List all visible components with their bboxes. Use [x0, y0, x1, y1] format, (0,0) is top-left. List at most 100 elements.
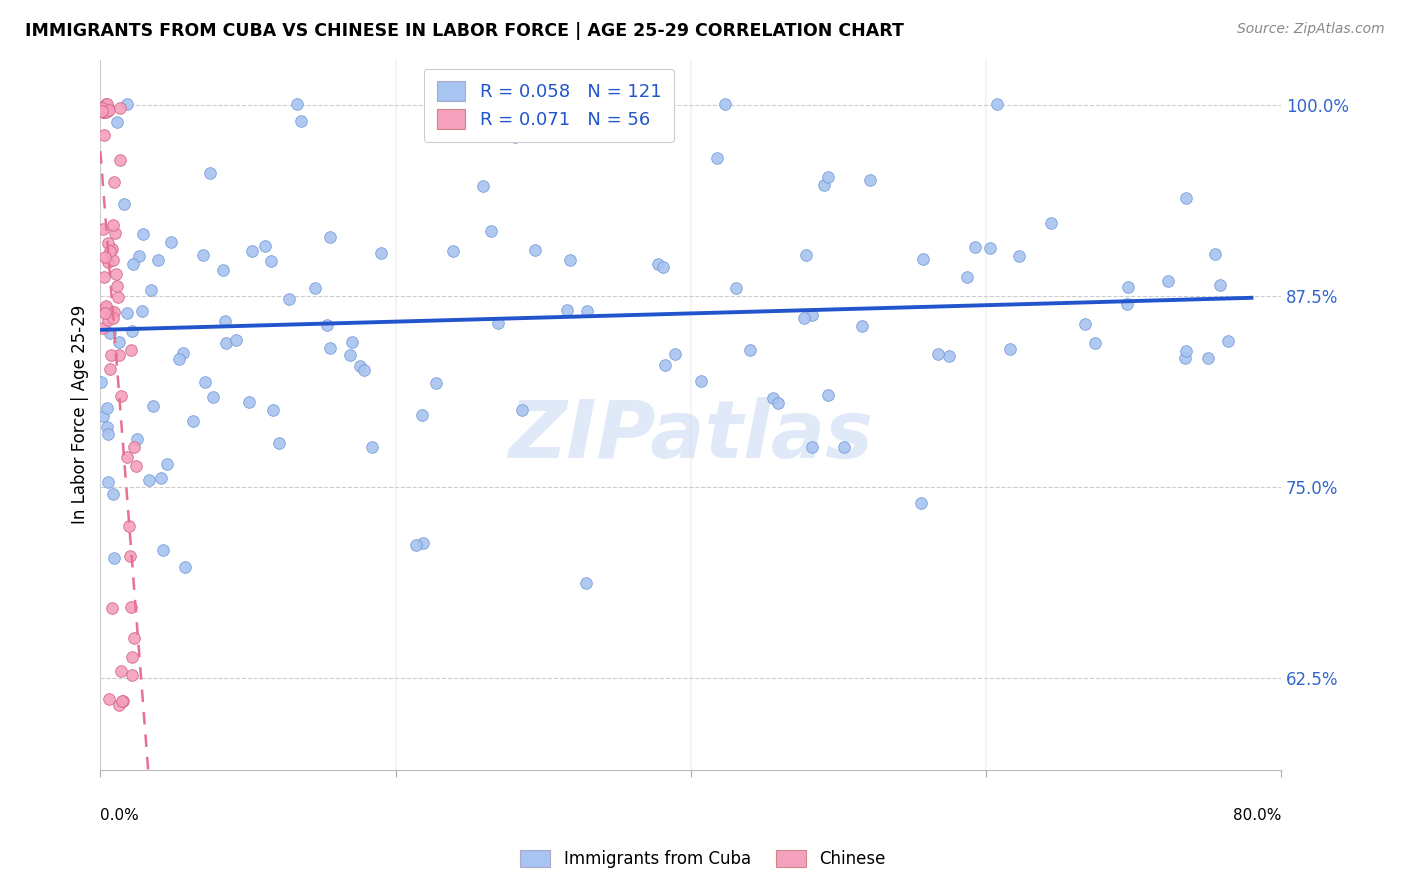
- Point: [96, 97, 118, 112]
- Point: [927, 346, 949, 360]
- Point: [97, 427, 120, 442]
- Point: [1084, 336, 1107, 351]
- Point: [339, 348, 361, 362]
- Point: [91, 320, 114, 334]
- Point: [740, 343, 762, 357]
- Point: [267, 435, 290, 450]
- Point: [238, 395, 260, 409]
- Point: [471, 179, 494, 194]
- Point: [801, 309, 824, 323]
- Point: [105, 279, 128, 293]
- Point: [91, 104, 114, 119]
- Point: [97, 692, 120, 706]
- Point: [1116, 297, 1139, 311]
- Point: [103, 175, 125, 189]
- Text: Source: ZipAtlas.com: Source: ZipAtlas.com: [1237, 22, 1385, 37]
- Point: [132, 227, 155, 241]
- Point: [152, 543, 174, 558]
- Point: [115, 450, 138, 465]
- Point: [479, 224, 502, 238]
- Point: [1175, 343, 1198, 358]
- Point: [254, 238, 277, 252]
- Point: [97, 475, 120, 489]
- Point: [290, 114, 312, 128]
- Point: [103, 218, 125, 232]
- Point: [149, 471, 172, 485]
- Point: [122, 440, 145, 454]
- Point: [122, 632, 145, 646]
- Point: [93, 270, 115, 285]
- Point: [138, 473, 160, 487]
- Point: [120, 343, 142, 358]
- Point: [98, 362, 121, 376]
- Point: [97, 235, 120, 250]
- Point: [859, 173, 882, 187]
- Point: [956, 270, 979, 285]
- Point: [104, 226, 127, 240]
- Point: [910, 496, 932, 510]
- Point: [817, 170, 839, 185]
- Point: [97, 103, 120, 118]
- Point: [724, 281, 747, 295]
- Point: [110, 664, 132, 678]
- Point: [104, 268, 127, 282]
- Point: [340, 335, 363, 350]
- Point: [91, 409, 114, 423]
- Point: [194, 375, 217, 389]
- Point: [97, 101, 120, 115]
- Point: [108, 153, 131, 168]
- Text: ZIPatlas: ZIPatlas: [508, 397, 873, 475]
- Point: [240, 244, 263, 258]
- Point: [215, 336, 238, 351]
- Point: [112, 196, 135, 211]
- Point: [121, 667, 143, 681]
- Point: [94, 250, 117, 264]
- Point: [93, 104, 115, 119]
- Point: [555, 303, 578, 318]
- Point: [319, 230, 342, 244]
- Point: [524, 243, 547, 257]
- Point: [353, 363, 375, 377]
- Point: [127, 432, 149, 446]
- Point: [128, 249, 150, 263]
- Point: [201, 390, 224, 404]
- Point: [1216, 334, 1239, 349]
- Point: [405, 537, 427, 551]
- Point: [1008, 249, 1031, 263]
- Point: [986, 96, 1008, 111]
- Point: [652, 260, 675, 274]
- Point: [851, 319, 873, 334]
- Point: [214, 314, 236, 328]
- Point: [156, 457, 179, 471]
- Point: [146, 253, 169, 268]
- Point: [793, 310, 815, 325]
- Point: [90, 375, 112, 389]
- Point: [118, 549, 141, 563]
- Point: [575, 576, 598, 591]
- Point: [101, 310, 124, 325]
- Legend: R = 0.058   N = 121, R = 0.071   N = 56: R = 0.058 N = 121, R = 0.071 N = 56: [423, 69, 673, 142]
- Point: [1174, 351, 1197, 365]
- Point: [120, 599, 142, 614]
- Point: [1116, 279, 1139, 293]
- Point: [349, 359, 371, 373]
- Point: [112, 694, 135, 708]
- Point: [91, 101, 114, 115]
- Point: [762, 391, 785, 405]
- Point: [100, 304, 122, 318]
- Point: [100, 601, 122, 615]
- Point: [412, 536, 434, 550]
- Point: [516, 121, 538, 136]
- Point: [191, 247, 214, 261]
- Point: [94, 306, 117, 320]
- Point: [103, 487, 125, 501]
- Legend: Immigrants from Cuba, Chinese: Immigrants from Cuba, Chinese: [513, 843, 893, 875]
- Point: [91, 101, 114, 115]
- Point: [965, 240, 987, 254]
- Point: [121, 324, 143, 338]
- Point: [94, 105, 117, 120]
- Point: [91, 222, 114, 236]
- Point: [94, 97, 117, 112]
- Point: [560, 253, 582, 268]
- Point: [111, 693, 134, 707]
